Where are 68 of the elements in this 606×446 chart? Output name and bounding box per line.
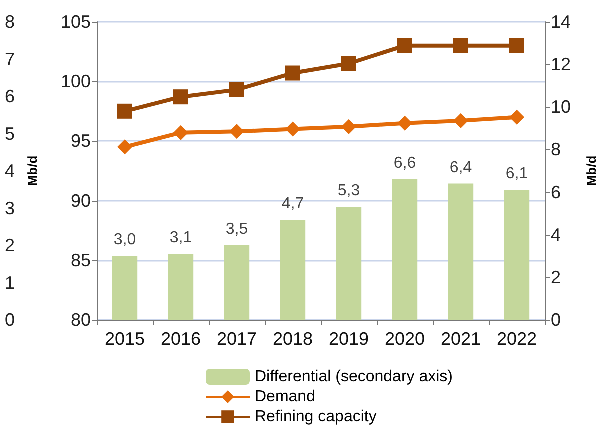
point xyxy=(174,125,188,140)
bar xyxy=(504,190,530,320)
legend-label: Differential (secondary axis) xyxy=(255,368,454,386)
y3-tick-label: 7 xyxy=(4,49,15,70)
data-label: 3,5 xyxy=(226,221,248,238)
point xyxy=(510,38,524,54)
point xyxy=(230,124,244,140)
y3-tick-label: 6 xyxy=(4,86,15,106)
legend-label: Demand xyxy=(255,388,316,406)
y2-tick-label: 8 xyxy=(551,140,562,160)
point xyxy=(454,38,468,54)
bar xyxy=(168,254,194,320)
y2-tick-label: 4 xyxy=(551,224,562,245)
y2-tick-label: 2 xyxy=(551,267,562,288)
data-label: 4,7 xyxy=(282,195,304,212)
x-tick-label: 2022 xyxy=(496,329,538,349)
data-label: 3,0 xyxy=(114,232,136,249)
point xyxy=(342,119,356,134)
data-label: 5,3 xyxy=(338,182,360,200)
y-tick-label: 100 xyxy=(60,72,91,92)
bar xyxy=(112,256,138,320)
y-tick-label: 85 xyxy=(70,250,91,270)
point xyxy=(398,116,412,131)
point xyxy=(286,66,300,81)
y2-tick-label: 12 xyxy=(551,54,572,75)
y2-tick-label: 14 xyxy=(551,12,572,32)
y2-axis-title: Mb/d xyxy=(584,156,599,186)
y2-tick-label: 6 xyxy=(551,182,562,202)
point xyxy=(118,140,132,155)
y3-tick-label: 2 xyxy=(4,236,15,256)
data-label: 6,4 xyxy=(450,159,472,176)
bar xyxy=(280,220,306,320)
bar xyxy=(224,246,250,320)
x-tick-label: 2020 xyxy=(384,329,426,349)
point xyxy=(342,56,356,72)
y-tick-label: 90 xyxy=(70,190,91,211)
y3-tick-label: 0 xyxy=(4,310,15,330)
y-tick-label: 105 xyxy=(60,12,91,32)
y-tick-label: 80 xyxy=(70,310,91,330)
bar xyxy=(336,207,362,320)
data-label: 6,6 xyxy=(394,155,416,172)
point xyxy=(398,38,412,54)
x-tick-label: 2016 xyxy=(160,329,202,349)
bar xyxy=(448,184,474,320)
x-tick-label: 2018 xyxy=(272,329,314,349)
y3-tick-label: 5 xyxy=(4,124,15,144)
point xyxy=(510,110,524,125)
y2-tick-label: 0 xyxy=(551,310,562,330)
y-tick-label: 95 xyxy=(70,131,91,152)
y2-tick-label: 10 xyxy=(551,97,572,118)
data-label: 3,1 xyxy=(170,230,192,247)
point xyxy=(286,122,300,137)
x-tick-label: 2019 xyxy=(328,329,370,349)
bar xyxy=(392,180,418,320)
point xyxy=(174,90,188,105)
y3-tick-label: 8 xyxy=(4,12,15,32)
x-tick-label: 2015 xyxy=(104,329,146,349)
legend-label: Refining capacity xyxy=(255,408,377,426)
point xyxy=(118,104,132,119)
x-tick-label: 2017 xyxy=(216,329,258,349)
y3-tick-label: 3 xyxy=(4,198,15,218)
y3-tick-label: 1 xyxy=(4,272,15,293)
y-axis-title: Mb/d xyxy=(25,156,40,186)
point xyxy=(454,113,468,128)
data-label: 6,1 xyxy=(506,166,528,183)
x-tick-label: 2021 xyxy=(440,329,482,349)
point xyxy=(230,82,244,98)
y3-tick-label: 4 xyxy=(4,161,15,181)
